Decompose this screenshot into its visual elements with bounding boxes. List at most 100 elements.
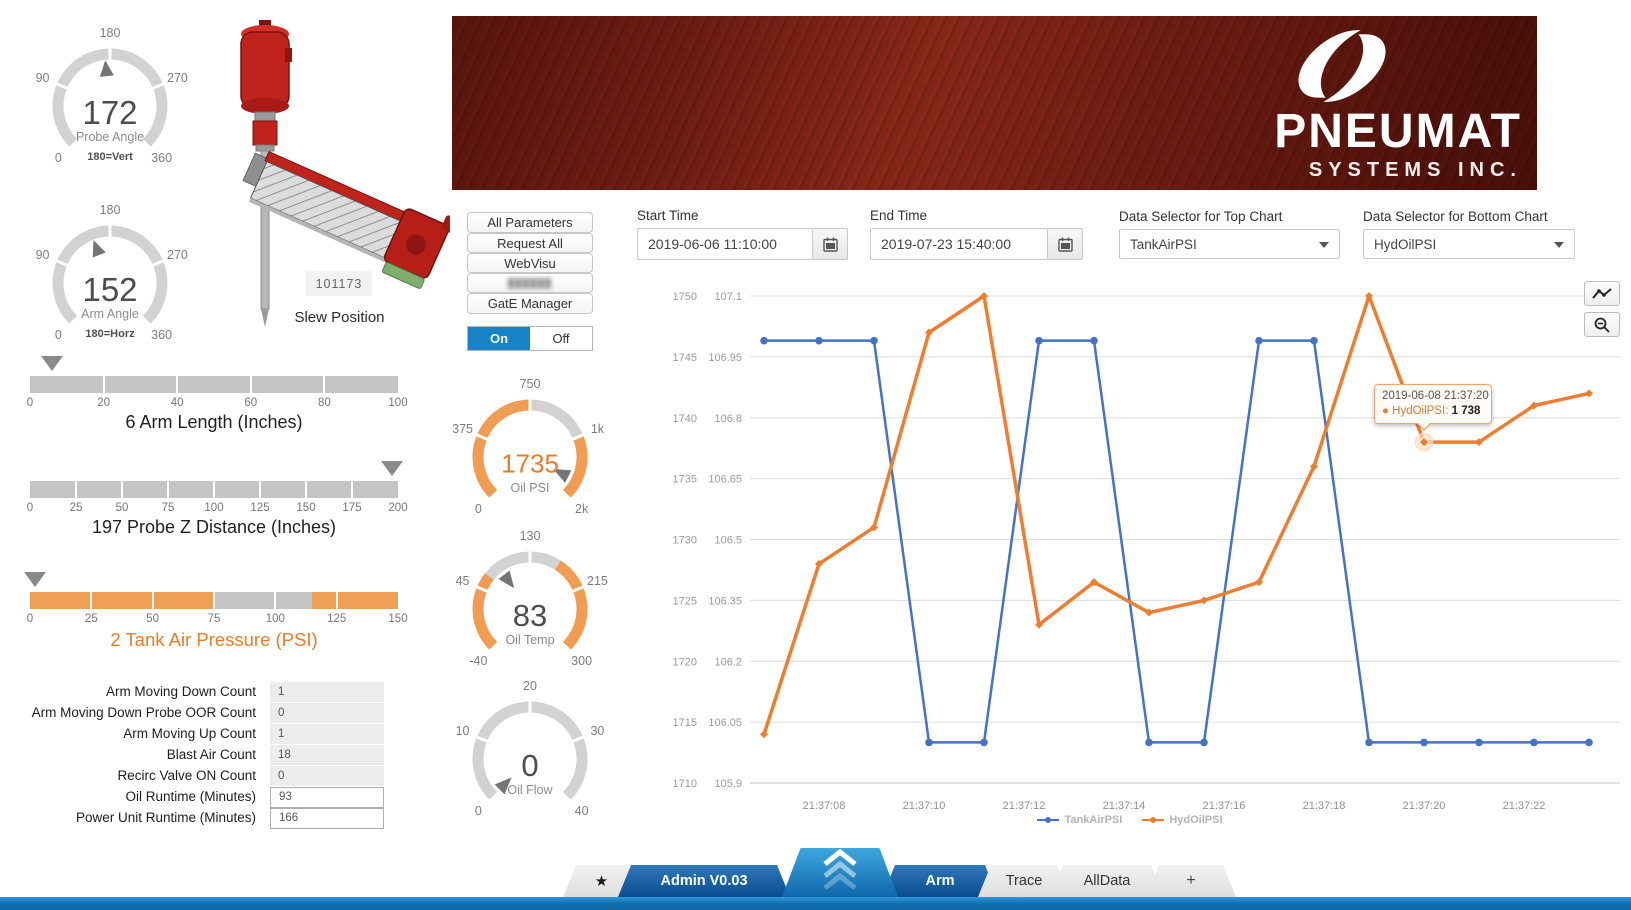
end-time-calendar-button[interactable] [1048, 228, 1083, 260]
top-chart-selector[interactable]: TankAirPSI [1119, 229, 1340, 259]
oil-temp-value: 83 [512, 598, 548, 633]
toggle-on-button[interactable]: On [468, 327, 530, 350]
tab-label: Arm [925, 873, 955, 889]
oil-psi-pointer-icon [553, 468, 572, 483]
svg-text:21:37:10: 21:37:10 [903, 800, 946, 812]
svg-text:21:37:20: 21:37:20 [1403, 800, 1446, 812]
svg-text:1745: 1745 [673, 352, 697, 364]
probe-angle-value: 172 [82, 94, 138, 131]
webvisu-button[interactable]: WebVisu [467, 253, 593, 273]
redacted-button[interactable]: ██████ [467, 273, 593, 293]
zoom-out-button[interactable] [1584, 312, 1620, 337]
start-time-label: Start Time [637, 208, 699, 223]
bottom-chart-selector[interactable]: HydOilPSI [1363, 229, 1575, 259]
track-divider [213, 481, 215, 498]
trend-chart-canvas[interactable]: 1750 107.1 1745 106.95 1740 106.8 1735 106.65 17… [630, 285, 1631, 840]
svg-text:1720: 1720 [673, 656, 697, 668]
tab-admin[interactable]: Admin V0.03 [618, 865, 790, 897]
zoom-out-icon [1594, 317, 1610, 333]
counter-label: Power Unit Runtime (Minutes) [75, 810, 256, 825]
tooltip-timestamp: 2019-06-08 21:37:20 [1382, 390, 1489, 402]
oil-psi-tick-label: 375 [452, 422, 473, 437]
track-divider [75, 481, 77, 498]
oil-temp-tick-label: 300 [571, 653, 593, 668]
legend-item-hydoilpsi[interactable]: HydOilPSI [1142, 814, 1223, 826]
arm-angle-tick-label: 360 [151, 327, 173, 342]
calendar-icon [822, 237, 838, 252]
svg-text:1735: 1735 [673, 474, 697, 486]
expand-panel-button[interactable] [782, 848, 898, 897]
request-all-button[interactable]: Request All [467, 233, 593, 253]
track-divider [305, 481, 307, 498]
arm-angle-tick-label: 90 [35, 248, 50, 263]
all-parameters-button[interactable]: All Parameters [467, 212, 593, 233]
legend-label: HydOilPSI [1169, 814, 1223, 826]
chart-tooltip: 2019-06-08 21:37:20 ● HydOilPSI: 1 738 [1374, 384, 1492, 431]
tab-alldata[interactable]: AllData [1050, 865, 1164, 897]
chart-legend: TankAirPSI HydOilPSI [1000, 814, 1260, 826]
track-segment [312, 592, 398, 609]
probe-angle-tick-label: 270 [167, 71, 188, 86]
track-divider [323, 376, 326, 393]
calendar-icon [1057, 237, 1073, 252]
svg-text:21:37:16: 21:37:16 [1203, 800, 1246, 812]
tab-add[interactable]: + [1146, 865, 1236, 897]
slider-track[interactable] [30, 481, 398, 498]
oil-temp-gauge-arc [472, 549, 588, 650]
arm-angle-tick-label: 180 [99, 203, 121, 217]
track-divider [90, 592, 93, 609]
slider-tick-label: 175 [342, 502, 362, 514]
tab-arm[interactable]: Arm [882, 865, 998, 897]
slider-pointer-icon[interactable] [23, 572, 46, 587]
slider-tick-label: 100 [388, 397, 408, 409]
top-chart-selector-label: Data Selector for Top Chart [1119, 209, 1283, 224]
svg-text:106.05: 106.05 [708, 717, 742, 729]
start-time-input[interactable]: 2019-06-06 11:10:00 [637, 228, 813, 260]
svg-text:106.35: 106.35 [708, 595, 742, 607]
oil-flow-tick-label: 0 [474, 803, 482, 818]
oil-psi-tick-label: 1k [590, 422, 605, 437]
arm-angle-sublabel: 180=Horz [85, 328, 135, 340]
probe-angle-sublabel: 180=Vert [87, 151, 133, 163]
trend-view-button[interactable] [1584, 281, 1620, 306]
svg-text:1715: 1715 [673, 717, 697, 729]
start-time-calendar-button[interactable] [813, 228, 848, 260]
slider-track[interactable] [30, 376, 398, 393]
track-divider [213, 592, 215, 609]
oil-temp-tick-label: 45 [455, 574, 470, 589]
oil-psi-label: Oil PSI [510, 481, 550, 495]
oil-flow-pointer-icon [494, 777, 512, 795]
slider-pointer-icon[interactable] [41, 356, 64, 371]
slider-tick-label: 60 [244, 397, 258, 409]
counter-label: Arm Moving Up Count [123, 726, 256, 741]
probe-angle-tick-label: 0 [54, 150, 62, 165]
counter-value: 0 [270, 703, 384, 723]
svg-text:106.95: 106.95 [708, 352, 742, 364]
oil-temp-tick-label: -40 [469, 653, 488, 668]
machine-illustration [240, 20, 450, 327]
slider-tick-label: 150 [388, 613, 408, 625]
oil-flow-tick-label: 20 [523, 679, 537, 693]
counter-input[interactable]: 93 [270, 787, 384, 808]
svg-text:21:37:14: 21:37:14 [1103, 800, 1146, 812]
track-divider [176, 376, 179, 393]
end-time-input[interactable]: 2019-07-23 15:40:00 [870, 228, 1048, 260]
svg-text:21:37:12: 21:37:12 [1003, 800, 1046, 812]
slider-track[interactable] [30, 592, 398, 609]
legend-item-tankairpsi[interactable]: TankAirPSI [1037, 814, 1122, 826]
oil-temp-pointer-icon [498, 570, 515, 589]
on-off-toggle: On Off [467, 326, 593, 351]
gate-manager-button[interactable]: GatE Manager [467, 293, 593, 314]
track-divider [167, 481, 169, 498]
slider-pointer-icon[interactable] [381, 461, 404, 476]
arm-angle-pointer-icon [92, 240, 106, 258]
slider-tick-label: 0 [26, 397, 34, 409]
track-divider [335, 592, 338, 609]
svg-text:107.1: 107.1 [714, 291, 742, 303]
toggle-off-button[interactable]: Off [530, 327, 592, 350]
counter-value: 1 [270, 682, 384, 702]
counter-input[interactable]: 166 [270, 808, 384, 829]
slider-tick-label: 25 [69, 502, 83, 514]
probe-angle-tick-label: 360 [151, 150, 173, 165]
slider-tick-label: 75 [161, 502, 175, 514]
